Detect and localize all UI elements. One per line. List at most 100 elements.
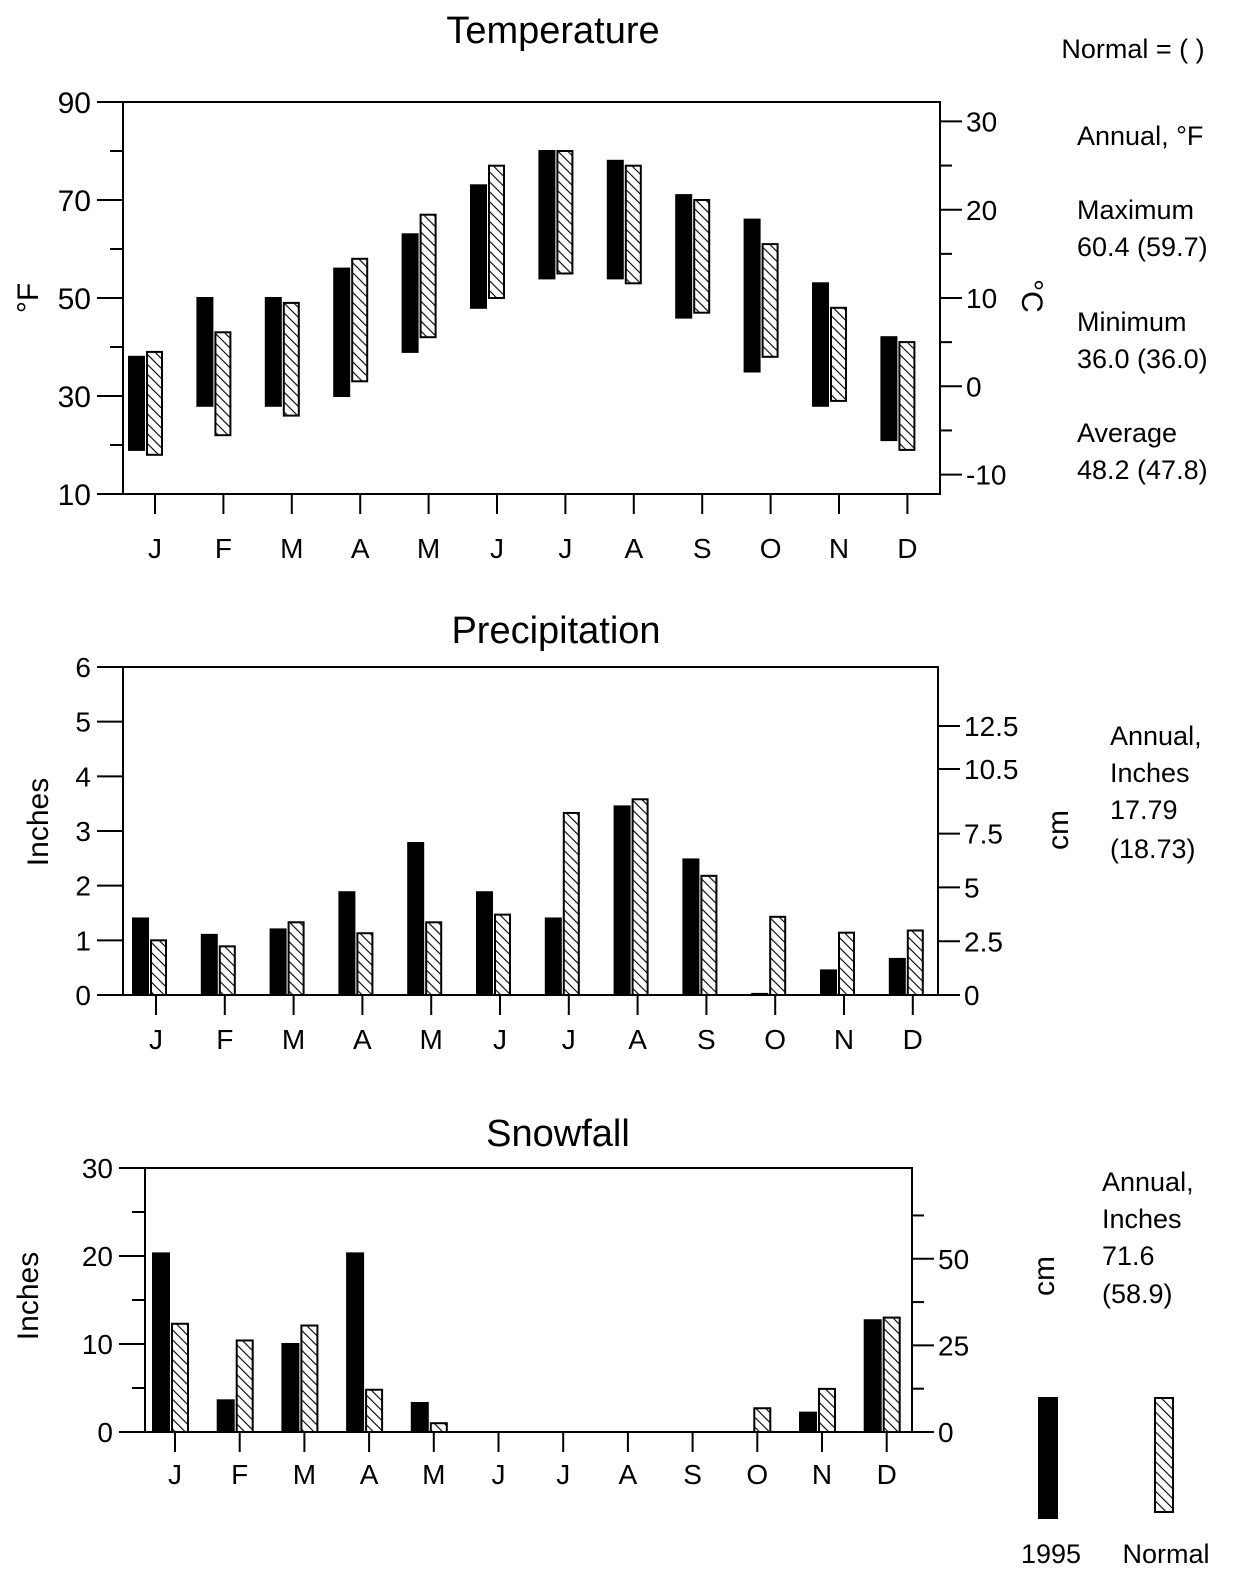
bar-1995	[346, 1252, 365, 1433]
bar-normal	[365, 1388, 384, 1434]
x-tick-label: D	[903, 1024, 923, 1055]
legend-swatch-1995	[1038, 1397, 1058, 1519]
bar-normal	[769, 915, 787, 996]
temperature-y-axis-label: °F	[12, 283, 45, 313]
bar-normal	[150, 939, 167, 996]
bar-normal	[425, 921, 443, 996]
x-tick-label: A	[628, 1024, 647, 1055]
bar-normal	[235, 1339, 254, 1433]
y-tick-label: 30	[58, 381, 91, 414]
bar-normal	[282, 301, 300, 417]
y-tick-label: 10	[82, 1329, 113, 1360]
bar-1995	[743, 218, 761, 373]
x-tick-label: J	[149, 1024, 163, 1055]
bar-normal	[351, 257, 369, 383]
bar-1995	[470, 184, 487, 309]
x-tick-label: O	[760, 533, 782, 564]
y-tick-label: 4	[75, 761, 91, 792]
y2-tick-label: 25	[938, 1330, 969, 1361]
bar-normal	[562, 811, 580, 997]
bar-1995	[863, 1319, 882, 1433]
bar-normal	[146, 350, 163, 456]
temperature-average-value: 48.2 (47.8)	[1077, 455, 1208, 485]
bar-normal	[818, 1387, 836, 1434]
bar-1995	[338, 891, 356, 997]
temperature-maximum-label: Maximum	[1077, 195, 1194, 225]
bar-normal	[356, 932, 374, 997]
y2-tick-label: 0	[966, 371, 982, 402]
snowfall-title: Snowfall	[486, 1113, 630, 1155]
x-tick-label: M	[282, 1024, 305, 1055]
y2-tick-label: 10.5	[964, 754, 1019, 785]
bar-1995	[820, 969, 837, 997]
bar-normal	[556, 150, 574, 275]
x-tick-label: J	[493, 1024, 507, 1055]
y-tick-label: 10	[58, 479, 91, 512]
precipitation-annual-unit: Inches	[1110, 758, 1190, 788]
bar-normal	[419, 213, 437, 339]
bar-1995	[799, 1411, 817, 1434]
bar-1995	[675, 194, 693, 319]
legend-label-1995: 1995	[1021, 1539, 1081, 1569]
bar-1995	[544, 917, 562, 997]
snowfall-plot-frame	[144, 1167, 913, 1433]
bar-normal	[753, 1407, 772, 1433]
snowfall-annual-unit: Inches	[1102, 1204, 1182, 1234]
x-tick-label: F	[231, 1459, 248, 1490]
y-tick-label: 5	[75, 707, 91, 738]
bar-normal	[624, 164, 642, 285]
y-tick-label: 6	[75, 652, 91, 683]
snowfall-y2-axis-label: cm	[1028, 1256, 1061, 1296]
bar-normal	[300, 1324, 319, 1434]
temperature-minimum-label: Minimum	[1077, 307, 1187, 337]
bar-1995	[476, 891, 493, 997]
x-tick-label: F	[216, 1024, 233, 1055]
x-tick-label: D	[877, 1459, 897, 1490]
x-tick-label: F	[215, 533, 232, 564]
precipitation-annual-value: 17.79	[1110, 795, 1178, 825]
y2-tick-label: 10	[966, 283, 997, 314]
bar-1995	[880, 336, 898, 442]
bar-1995	[401, 233, 419, 353]
bar-normal	[494, 913, 511, 997]
x-tick-label: M	[280, 533, 303, 564]
x-tick-label: M	[420, 1024, 443, 1055]
y2-tick-label: 30	[966, 107, 997, 138]
x-tick-label: M	[417, 533, 440, 564]
temperature-average-label: Average	[1077, 418, 1177, 448]
legend: 1995 Normal	[1021, 1397, 1210, 1569]
precipitation-annual-normal: (18.73)	[1110, 834, 1196, 864]
snowfall-annual-label: Annual,	[1102, 1167, 1194, 1197]
x-tick-label: S	[697, 1024, 716, 1055]
bar-1995	[196, 297, 214, 407]
bar-normal	[693, 199, 711, 314]
x-tick-label: J	[492, 1459, 506, 1490]
legend-swatch-normal	[1154, 1397, 1174, 1513]
bar-1995	[888, 957, 906, 996]
bar-normal	[218, 945, 236, 997]
temperature-title: Temperature	[446, 10, 659, 52]
y2-tick-label: 2.5	[964, 926, 1003, 957]
bar-normal	[631, 798, 649, 996]
y-tick-label: 3	[75, 816, 91, 847]
bar-normal	[761, 243, 779, 358]
temperature-maximum-value: 60.4 (59.7)	[1077, 232, 1208, 262]
x-tick-label: N	[834, 1024, 854, 1055]
bar-1995	[538, 150, 556, 280]
x-tick-label: A	[353, 1024, 372, 1055]
y2-tick-label: 50	[938, 1244, 969, 1275]
x-tick-label: A	[624, 533, 643, 564]
x-tick-label: M	[293, 1459, 316, 1490]
temperature-annual-label: Annual, °F	[1077, 121, 1203, 151]
bar-1995	[812, 282, 829, 407]
x-tick-label: A	[619, 1459, 638, 1490]
bar-1995	[410, 1401, 429, 1433]
x-tick-label: J	[490, 533, 504, 564]
bar-normal	[700, 874, 718, 996]
x-tick-label: J	[562, 1024, 576, 1055]
x-tick-label: M	[422, 1459, 445, 1490]
snowfall-y-axis-label: Inches	[12, 1252, 45, 1340]
y-tick-label: 1	[75, 925, 91, 956]
y2-tick-label: 0	[964, 980, 980, 1011]
